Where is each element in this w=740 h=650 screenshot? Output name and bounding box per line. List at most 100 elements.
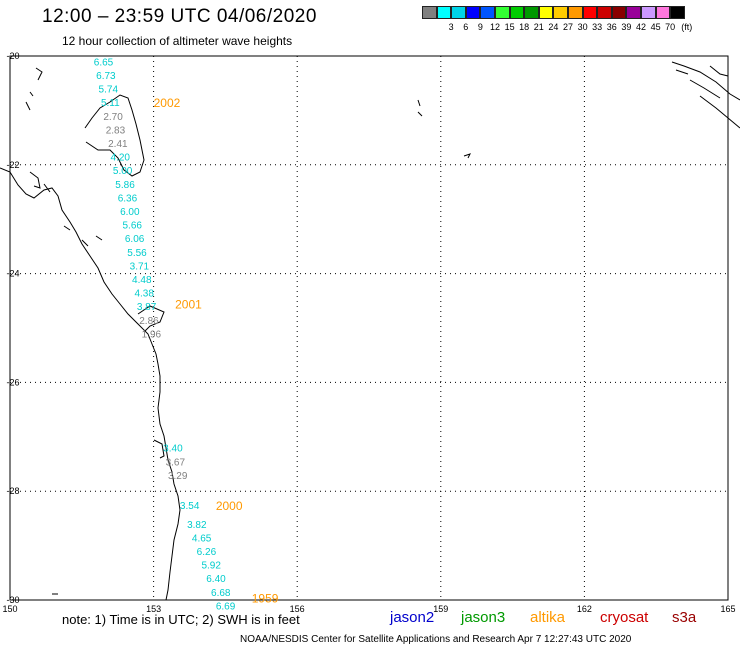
legend-swatch xyxy=(597,6,612,19)
swh-value: 5.00 xyxy=(113,166,133,177)
legend-label: 45 xyxy=(650,22,661,32)
legend-swatch xyxy=(494,6,510,19)
satellite-altika: altika xyxy=(530,609,566,626)
swh-value: 6.36 xyxy=(118,193,138,204)
swh-value: 4.38 xyxy=(134,289,154,300)
swh-value: 6.40 xyxy=(206,574,226,585)
satellite-jason2: jason2 xyxy=(390,609,435,626)
swh-value: 3.87 xyxy=(137,302,157,313)
legend-label: 3 xyxy=(448,22,454,32)
legend-label: 39 xyxy=(621,22,632,32)
legend-swatch xyxy=(670,6,685,19)
pass-time-label: 2002 xyxy=(154,96,181,110)
swh-value: 6.68 xyxy=(211,588,231,599)
legend-swatch xyxy=(655,6,671,19)
map-grid: 150 153 156 159 162 165 -20 -22 -24 -26 -28 -30 xyxy=(2,51,735,614)
legend-swatch xyxy=(524,6,539,19)
legend-swatch xyxy=(640,6,656,19)
legend-swatch xyxy=(436,6,452,19)
legend-label: 27 xyxy=(562,22,574,32)
swh-value: 5.56 xyxy=(127,248,147,259)
swh-value: 6.00 xyxy=(120,207,140,218)
swh-value: 3.67 xyxy=(166,457,186,468)
legend-swatch xyxy=(451,6,466,19)
swh-value: 3.71 xyxy=(130,261,150,272)
swh-value: 5.92 xyxy=(201,561,221,572)
pass-time-label: 2000 xyxy=(216,499,243,513)
footer-credit: NOAA/NESDIS Center for Satellite Applica… xyxy=(240,634,632,645)
legend-label: 9 xyxy=(477,22,483,32)
legend-label: 18 xyxy=(519,22,530,32)
satellite-s3a: s3a xyxy=(672,609,697,626)
legend-swatch xyxy=(626,6,641,19)
swh-value: 3.82 xyxy=(187,520,207,531)
swh-value: 3.40 xyxy=(163,444,183,455)
swh-value: 2.86 xyxy=(139,316,159,327)
swh-value: 4.48 xyxy=(132,275,152,286)
map-title: 12:00 – 23:59 UTC 04/06/2020 xyxy=(42,6,317,27)
legend-label: 6 xyxy=(463,22,469,32)
legend-swatch xyxy=(480,6,495,19)
wave-height-legend: 3 6 9 12 15 18 21 24 27 30 33 36 39 42 45 70 (ft) xyxy=(422,6,693,34)
legend-label: 24 xyxy=(548,22,559,32)
legend-swatch xyxy=(538,6,554,19)
swh-value: 6.69 xyxy=(216,601,236,612)
swh-value: 6.73 xyxy=(96,71,116,82)
swh-value: 4.65 xyxy=(192,533,212,544)
lon-tick-label: 159 xyxy=(433,604,448,614)
footer-note: note: 1) Time is in UTC; 2) SWH is in fe… xyxy=(62,612,300,627)
legend-swatch xyxy=(509,6,525,19)
legend-label: 15 xyxy=(504,22,515,32)
swh-value: 3.29 xyxy=(168,471,188,482)
legend-swatch xyxy=(611,6,627,19)
lat-tick-label: -20 xyxy=(6,51,19,61)
lat-tick-label: -28 xyxy=(6,486,19,496)
legend-swatch xyxy=(553,6,568,19)
legend-unit: (ft) xyxy=(681,22,693,32)
legend-label: 36 xyxy=(606,22,617,32)
australia-coastline xyxy=(0,67,181,601)
swh-value: 2.70 xyxy=(103,112,123,123)
legend-label: 30 xyxy=(577,22,588,32)
swh-value: 6.26 xyxy=(197,547,217,558)
legend-swatch xyxy=(465,6,481,19)
swh-value: 5.66 xyxy=(122,221,142,232)
map-subtitle: 12 hour collection of altimeter wave hei… xyxy=(62,34,293,48)
legend-swatch xyxy=(567,6,583,19)
swh-value: 4.20 xyxy=(111,153,131,164)
legend-swatch xyxy=(582,6,598,19)
swh-value: 5.11 xyxy=(101,98,120,109)
lon-tick-label: 165 xyxy=(720,604,735,614)
lat-tick-label: -22 xyxy=(6,160,19,170)
legend-label: 70 xyxy=(665,22,676,32)
legend-labels: 3 6 9 12 15 18 21 24 27 30 33 36 39 42 45 70 (ft) xyxy=(422,22,693,34)
lon-tick-label: 150 xyxy=(2,604,17,614)
altimeter-tracks: 6.65 6.73 5.74 5.11 2.70 2.83 2.41 4.20 5.00 5.86… xyxy=(94,57,279,612)
island-outlines xyxy=(29,99,471,595)
legend-label: 12 xyxy=(489,22,501,32)
map-frame xyxy=(9,55,729,601)
legend-label: 21 xyxy=(533,22,544,32)
lat-tick-label: -26 xyxy=(6,377,19,387)
lon-tick-label: 162 xyxy=(577,604,592,614)
lon-tick-label: 156 xyxy=(290,604,305,614)
swh-value: 6.65 xyxy=(94,57,114,68)
lon-tick-label: 153 xyxy=(146,604,161,614)
coastline xyxy=(0,61,740,601)
new-caledonia-coastline xyxy=(671,61,740,129)
swh-value: 5.86 xyxy=(115,180,135,191)
pass-time-label: 2001 xyxy=(175,298,202,312)
legend-label: 42 xyxy=(635,22,647,32)
lat-tick-label: -30 xyxy=(6,595,19,605)
swh-value: 5.74 xyxy=(99,85,119,96)
satellite-jason3: jason3 xyxy=(461,609,506,626)
lat-tick-label: -24 xyxy=(6,269,19,279)
legend-label: 33 xyxy=(592,22,603,32)
satellite-cryosat: cryosat xyxy=(600,609,649,626)
swh-value: 3.54 xyxy=(180,501,200,512)
swh-value: 6.06 xyxy=(125,234,145,245)
legend-swatches xyxy=(422,6,685,19)
swh-value: 1.96 xyxy=(142,329,162,340)
swh-value: 2.41 xyxy=(108,139,128,150)
